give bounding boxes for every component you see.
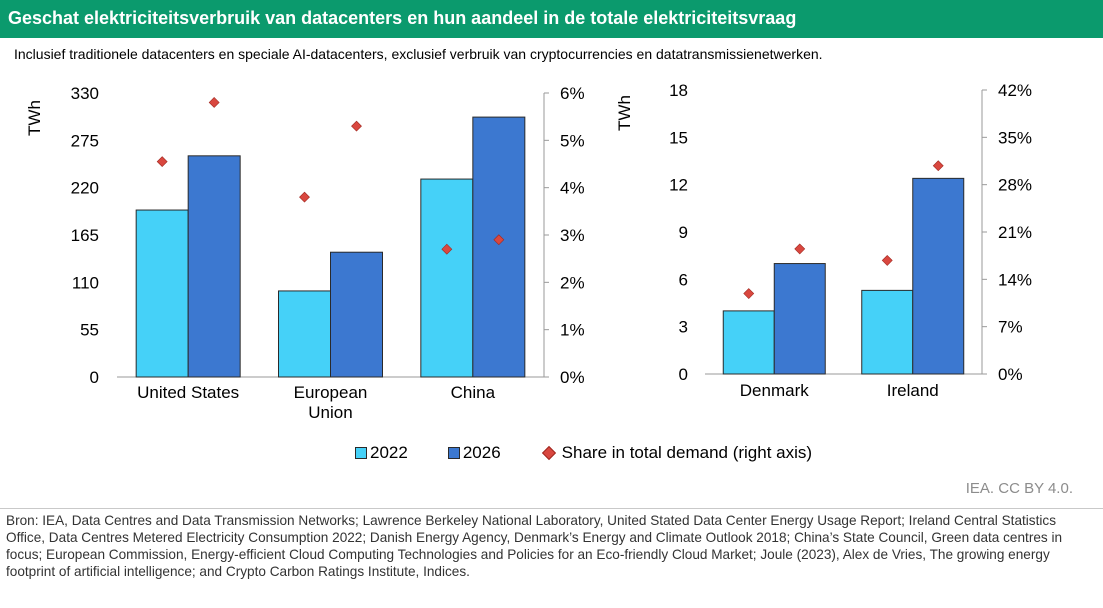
share-marker-2022 bbox=[441, 243, 453, 255]
y-tick-label: 110 bbox=[72, 273, 99, 292]
legend-label-2026: 2026 bbox=[462, 443, 501, 462]
y-tick-label: 0 bbox=[90, 368, 99, 387]
y-tick-label: 18 bbox=[669, 81, 688, 100]
y2-tick-label: 2% bbox=[560, 273, 585, 292]
y2-tick-label: 6% bbox=[560, 84, 585, 103]
share-marker-2026 bbox=[794, 243, 806, 255]
share-marker-2022 bbox=[743, 288, 755, 299]
x-category-label: Union bbox=[308, 403, 352, 422]
y2-tick-label: 4% bbox=[560, 179, 585, 198]
share-marker-2026 bbox=[208, 97, 220, 108]
y-tick-label: 220 bbox=[71, 179, 99, 198]
x-category-label: Ireland bbox=[887, 381, 939, 400]
bar-2026 bbox=[773, 263, 826, 375]
legend-swatch-2022 bbox=[355, 447, 367, 459]
y-tick-label: 6 bbox=[679, 270, 688, 289]
bar-2022 bbox=[420, 178, 474, 378]
share-marker-2022 bbox=[881, 254, 893, 266]
bar-2022 bbox=[861, 289, 914, 375]
y-tick-label: 12 bbox=[669, 176, 688, 195]
y2-tick-label: 7% bbox=[998, 318, 1023, 337]
y2-tick-label: 35% bbox=[998, 128, 1032, 147]
y-tick-label: 275 bbox=[71, 131, 99, 150]
bar-2022 bbox=[135, 209, 189, 378]
watermark: IEA. CC BY 4.0. bbox=[965, 480, 1073, 497]
divider bbox=[0, 508, 1103, 509]
y2-tick-label: 0% bbox=[998, 365, 1023, 384]
y2-tick-label: 3% bbox=[560, 226, 585, 245]
y2-tick-label: 21% bbox=[998, 223, 1032, 242]
chart-subtitle: Inclusief traditionele datacenters en sp… bbox=[14, 46, 823, 62]
legend-diamond-icon bbox=[541, 445, 556, 461]
x-category-label: European bbox=[294, 383, 368, 402]
share-marker-2022 bbox=[299, 191, 310, 203]
y2-tick-label: 0% bbox=[560, 368, 585, 387]
bar-2022 bbox=[278, 290, 331, 378]
bar-2022 bbox=[722, 310, 775, 375]
x-category-label: United States bbox=[137, 383, 239, 402]
legend-item-2022: 2022 bbox=[355, 443, 408, 463]
legend-label-share: Share in total demand (right axis) bbox=[561, 443, 813, 462]
y-tick-label: 3 bbox=[679, 318, 688, 337]
chart-title: Geschat elektriciteitsverbruik van datac… bbox=[0, 0, 1103, 38]
bar-2026 bbox=[912, 177, 965, 375]
y-tick-label: 55 bbox=[80, 321, 99, 340]
bar-2026 bbox=[472, 116, 526, 378]
y2-tick-label: 5% bbox=[560, 131, 585, 150]
bar-2026 bbox=[187, 155, 241, 378]
y2-tick-label: 42% bbox=[998, 81, 1032, 100]
legend-item-2026: 2026 bbox=[447, 443, 501, 463]
legend-swatch-2026 bbox=[447, 447, 460, 459]
y2-tick-label: 1% bbox=[560, 321, 585, 340]
x-category-label: China bbox=[451, 383, 496, 402]
y-tick-label: 165 bbox=[71, 226, 99, 245]
legend-label-2022: 2022 bbox=[370, 443, 408, 462]
bar-2026 bbox=[330, 251, 383, 378]
y-tick-label: 9 bbox=[679, 223, 688, 242]
share-marker-2026 bbox=[351, 120, 362, 132]
y-tick-label: 0 bbox=[679, 365, 688, 384]
y2-tick-label: 28% bbox=[998, 176, 1032, 195]
source-note: Bron: IEA, Data Centres and Data Transmi… bbox=[6, 513, 1063, 579]
y-axis-label: TWh bbox=[25, 100, 44, 136]
y2-tick-label: 14% bbox=[998, 270, 1032, 289]
y-tick-label: 330 bbox=[71, 84, 99, 103]
chart-legend: 2022 2026 Share in total demand (right a… bbox=[355, 442, 852, 464]
y-tick-label: 15 bbox=[669, 128, 688, 147]
y-axis-label: TWh bbox=[615, 95, 634, 131]
x-category-label: Denmark bbox=[740, 381, 809, 400]
share-marker-2026 bbox=[932, 160, 944, 172]
share-marker-2026 bbox=[493, 234, 505, 246]
legend-item-share: Share in total demand (right axis) bbox=[541, 443, 812, 463]
chart-canvas: 0 55 110 165 220 275 330 0% 1% 2% 3% 4% 5% 6% TWh Unite… bbox=[25, 81, 1032, 422]
share-marker-2022 bbox=[156, 156, 168, 168]
